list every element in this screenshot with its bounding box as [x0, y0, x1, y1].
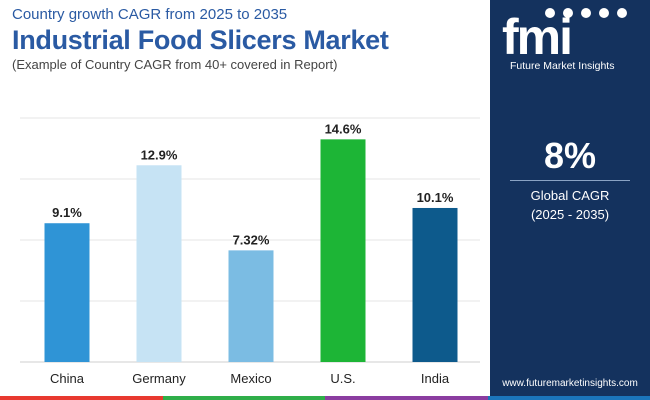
x-tick-label: Mexico — [230, 371, 271, 386]
logo-dot-icon — [599, 8, 609, 18]
x-tick-label: China — [50, 371, 85, 386]
logo-dot-icon — [581, 8, 591, 18]
global-cagr-label-line2: (2025 - 2035) — [530, 207, 610, 222]
x-tick-label: U.S. — [330, 371, 355, 386]
chart-note: (Example of Country CAGR from 40+ covere… — [12, 57, 338, 72]
bar-china[interactable] — [44, 223, 90, 362]
bar-germany[interactable] — [136, 165, 182, 362]
bar-us[interactable] — [320, 139, 366, 362]
fmi-logo[interactable]: fmi Future Market Insights — [490, 4, 650, 78]
logo-dot-icon — [563, 8, 573, 18]
chart-title: Industrial Food Slicers Market — [12, 25, 389, 55]
side-panel: fmi Future Market Insights 8% Global CAG… — [490, 0, 650, 400]
bottom-bar-segment — [162, 396, 325, 400]
x-tick-label: Germany — [132, 371, 186, 386]
global-cagr-label: Global CAGR (2025 - 2035) — [490, 186, 650, 224]
bar-mexico[interactable] — [228, 250, 274, 362]
logo-dot-icon — [545, 8, 555, 18]
bottom-bar-segment — [0, 396, 163, 400]
bar-india[interactable] — [412, 207, 458, 362]
x-tick-label: India — [421, 371, 450, 386]
bar-chart: 9.1% China 12.9% Germany 7.32% Mexico 14.6% U.S… — [20, 117, 480, 386]
chart-subtitle: Country growth CAGR from 2025 to 2035 — [12, 6, 288, 23]
kpi-divider — [510, 180, 630, 181]
global-cagr-value: 8% — [543, 135, 597, 176]
data-label: 10.1% — [417, 190, 454, 205]
bottom-color-bar — [0, 396, 650, 400]
global-cagr-label-line1: Global CAGR — [530, 188, 610, 203]
website-link[interactable]: www.futuremarketinsights.com — [502, 378, 638, 389]
logo-dot-icon — [617, 8, 627, 18]
logo-icons — [545, 8, 627, 18]
data-label: 14.6% — [325, 121, 362, 136]
data-label: 9.1% — [52, 205, 82, 220]
data-label: 12.9% — [141, 147, 178, 162]
bottom-bar-segment — [325, 396, 488, 400]
logo-company-name: Future Market Insights — [510, 60, 615, 72]
data-label: 7.32% — [233, 232, 270, 247]
header: Country growth CAGR from 2025 to 2035 In… — [12, 6, 482, 73]
logo-text: fmi — [502, 9, 573, 65]
bottom-bar-segment — [487, 396, 650, 400]
